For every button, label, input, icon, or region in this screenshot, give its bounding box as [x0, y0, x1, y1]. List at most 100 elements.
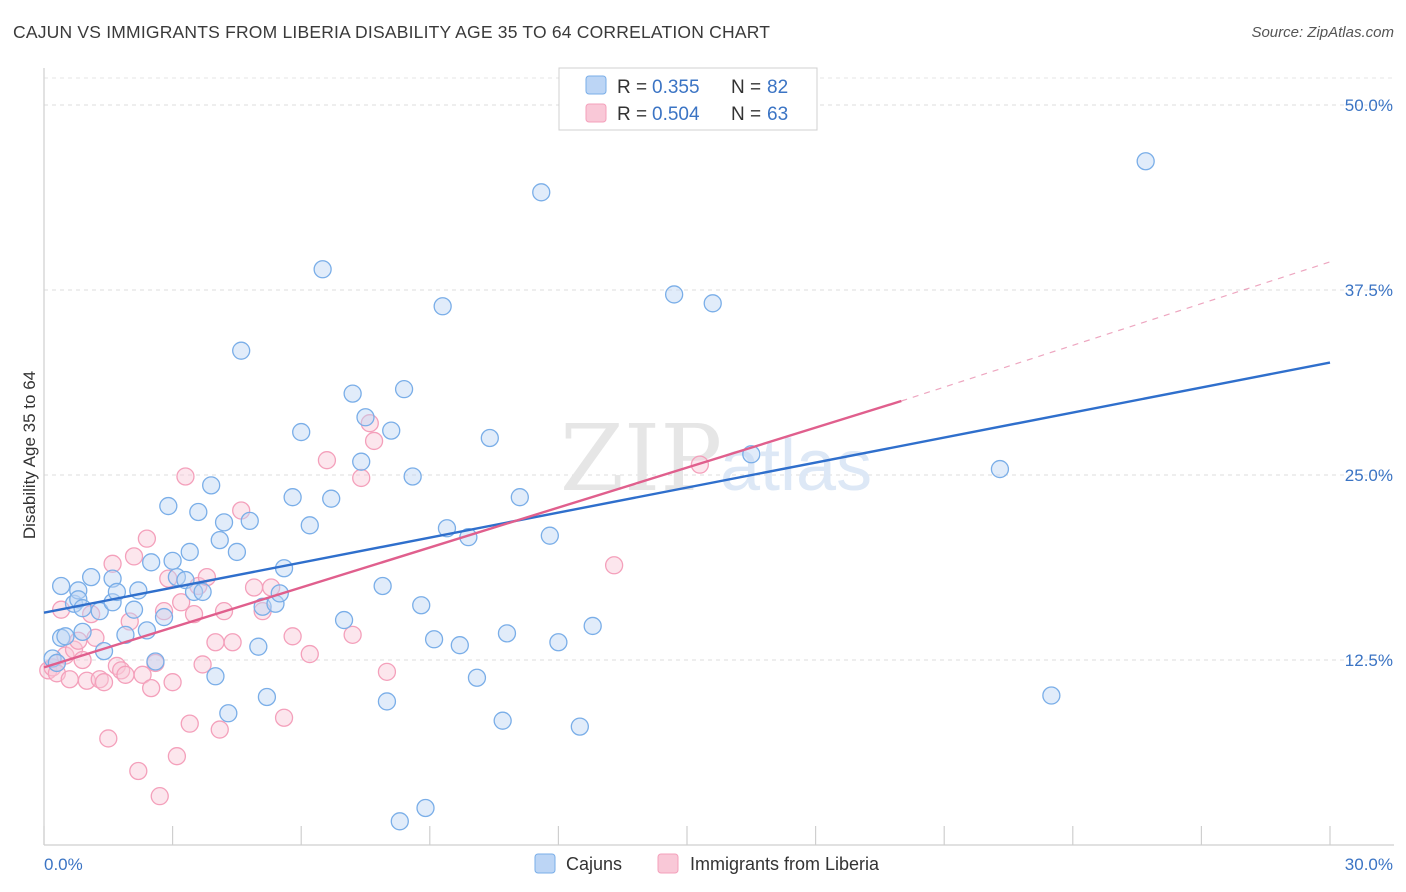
liberia-point [103, 554, 122, 573]
liberia-trend-line [43, 399, 902, 669]
liberia-point [283, 627, 302, 646]
cajun-point [232, 341, 251, 360]
cajun-point [257, 687, 277, 707]
stats-n-label-cajuns: N = [731, 77, 761, 98]
liberia-point [94, 673, 114, 692]
cajun-point [334, 610, 354, 630]
liberia-point [172, 593, 191, 612]
liberia-point [124, 547, 144, 566]
liberia-point [137, 529, 157, 548]
cajun-point [450, 636, 469, 655]
cajun-point [467, 668, 487, 687]
stats-swatch-cajuns [585, 75, 607, 95]
liberia-point [99, 729, 118, 748]
watermark-zip: ZIP [560, 405, 722, 512]
liberia-point [364, 431, 384, 451]
cajun-point [56, 627, 75, 646]
cajun-point [424, 630, 444, 649]
cajun-point [313, 260, 332, 279]
cajun-point [703, 294, 722, 313]
liberia-point [244, 578, 264, 597]
series-legend: Cajuns Immigrants from Liberia [534, 853, 880, 874]
cajun-point [356, 408, 375, 427]
cajun-point [73, 599, 92, 618]
source-label: Source: ZipAtlas.com [1251, 24, 1394, 41]
liberia-trend-extension [901, 261, 1331, 402]
cajun-point [300, 516, 319, 535]
liberia-point [133, 665, 152, 684]
liberia-point [150, 787, 169, 806]
liberia-point [300, 644, 319, 664]
liberia-point [352, 468, 371, 488]
liberia-point [274, 708, 294, 727]
y-tick-label: 50.0% [1345, 96, 1393, 115]
cajun-point [480, 428, 499, 448]
liberia-point [343, 625, 362, 644]
x-tick-label-min: 0.0% [44, 855, 83, 874]
liberia-point [154, 602, 174, 621]
liberia-point [210, 720, 229, 739]
x-tick-label-max: 30.0% [1345, 855, 1393, 874]
cajun-point [189, 502, 208, 522]
legend-swatch-cajuns [534, 853, 556, 874]
cajun-point [214, 513, 234, 532]
stats-r-value-liberia: 0.504 [652, 104, 700, 125]
stats-n-label-liberia: N = [731, 104, 761, 125]
cajun-point [433, 297, 452, 316]
cajun-point [583, 616, 602, 636]
axes [43, 68, 1394, 846]
cajun-point [322, 489, 341, 508]
liberia-point [193, 655, 212, 674]
cajun-point [412, 596, 431, 615]
cajun-point [154, 607, 174, 627]
cajun-point [159, 496, 178, 516]
cajun-point [51, 576, 71, 596]
cajun-point [206, 667, 225, 686]
stats-legend: R = 0.355 N = 82 R = 0.504 N = 63 [558, 67, 818, 131]
cajun-point [1136, 152, 1155, 171]
y-tick-labels: 12.5% 25.0% 37.5% 50.0% [1345, 96, 1393, 670]
cajun-point [382, 421, 401, 440]
cajun-point [142, 553, 161, 572]
liberia-point [142, 678, 161, 698]
cajun-point [283, 488, 302, 507]
liberia-point [60, 670, 79, 689]
cajun-point [377, 692, 397, 711]
stats-r-label-liberia: R = [617, 104, 647, 125]
chart-title: CAJUN VS IMMIGRANTS FROM LIBERIA DISABIL… [13, 22, 771, 42]
cajun-point [227, 542, 247, 562]
cajun-point [394, 380, 414, 399]
liberia-point [223, 633, 242, 652]
liberia-point [167, 747, 187, 766]
cajun-point [352, 452, 371, 471]
cajun-point [532, 183, 551, 202]
cajun-point [403, 467, 422, 486]
cajun-point [292, 422, 311, 442]
cajun-trend-line [43, 361, 1331, 614]
cajun-point [373, 576, 392, 596]
liberia-point [116, 665, 135, 684]
y-tick-label: 12.5% [1345, 651, 1393, 670]
cajun-point [69, 590, 88, 609]
liberia-point [180, 714, 199, 733]
legend-label-cajuns: Cajuns [566, 854, 622, 874]
stats-swatch-liberia [585, 103, 607, 123]
cajun-point [210, 530, 229, 550]
cajun-point [219, 704, 238, 723]
cajun-point [249, 637, 268, 656]
cajun-point [990, 459, 1010, 479]
cajun-point [493, 711, 512, 730]
legend-swatch-liberia [657, 853, 679, 874]
cajun-point [82, 567, 101, 587]
cajun-point [510, 488, 529, 507]
y-tick-label: 25.0% [1345, 466, 1393, 485]
liberia-point [377, 662, 397, 681]
liberia-point [206, 633, 225, 652]
cajun-point [497, 624, 517, 643]
cajun-point [180, 542, 199, 562]
liberia-point [129, 761, 148, 781]
cajun-point [73, 622, 92, 642]
cajun-point [540, 526, 559, 545]
y-tick-label: 37.5% [1345, 281, 1393, 300]
